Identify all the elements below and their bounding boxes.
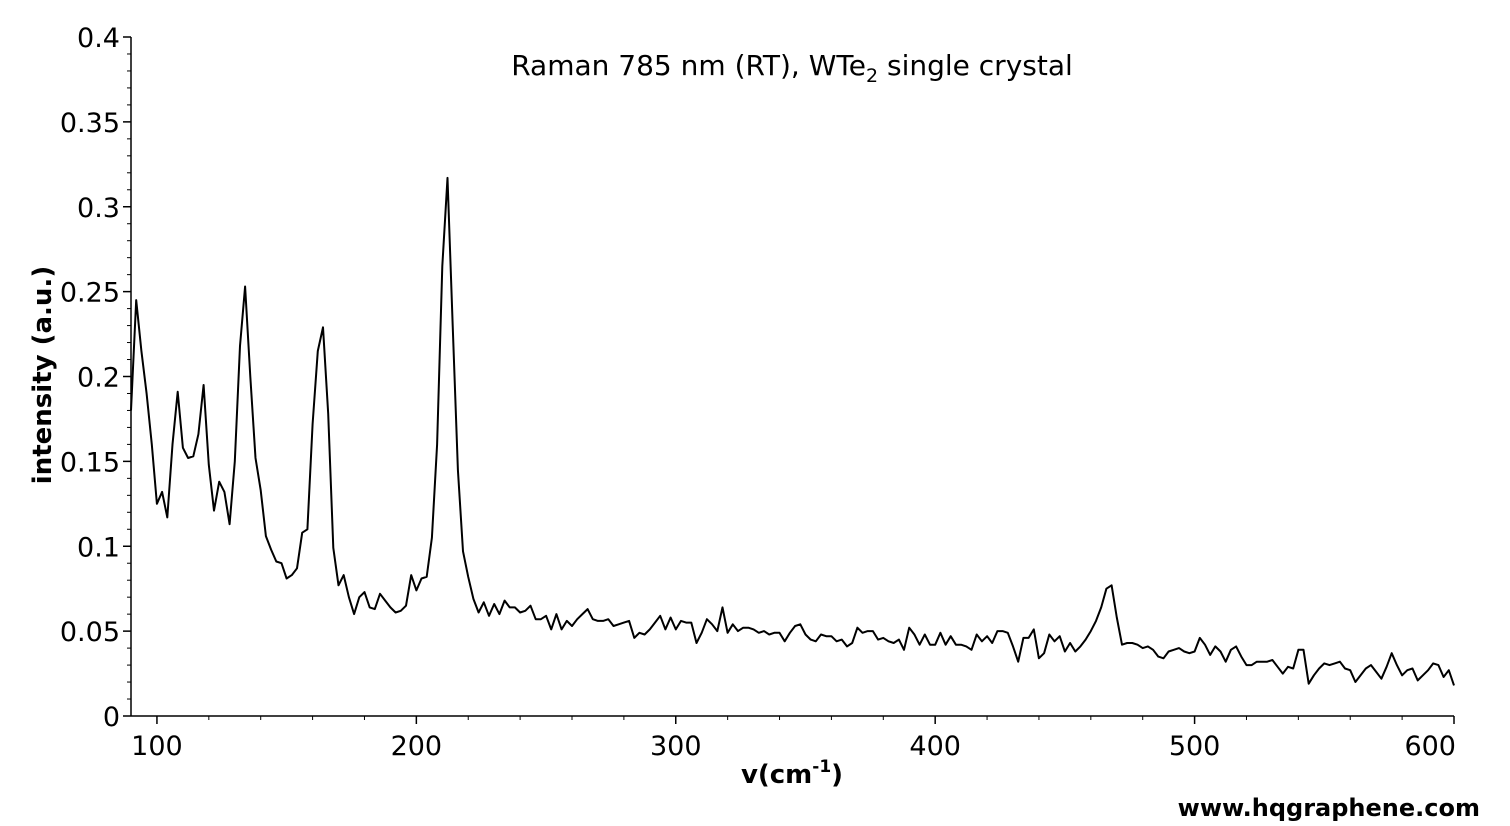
x-tick-label: 100: [131, 731, 183, 762]
y-tick-label: 0.4: [77, 23, 120, 54]
y-tick-label: 0.05: [60, 617, 120, 648]
y-tick-label: 0.3: [77, 193, 120, 224]
x-tick-label: 500: [1169, 731, 1221, 762]
y-tick-label: 0.1: [77, 532, 120, 563]
y-axis: 0 0.05 0.1 0.15 0.2 0.25 0.3 0.35 0.4: [60, 23, 132, 733]
x-tick-label: 300: [650, 731, 702, 762]
x-axis: 100 200 300 400 500 600: [131, 715, 1456, 762]
x-tick-label: 400: [909, 731, 961, 762]
x-axis-label: v(cm-1): [741, 757, 843, 790]
watermark-url: www.hqgraphene.com: [1177, 794, 1480, 822]
y-tick-label: 0.35: [60, 108, 120, 139]
y-tick-label: 0.15: [60, 447, 120, 478]
x-tick-label: 600: [1404, 731, 1456, 762]
y-axis-label: intensity (a.u.): [28, 266, 58, 484]
y-tick-label: 0.2: [77, 363, 120, 394]
y-tick-label: 0: [103, 702, 120, 733]
x-tick-label: 200: [391, 731, 443, 762]
chart-title: Raman 785 nm (RT), WTe2 single crystal: [511, 49, 1073, 87]
series-line-raman-spectrum: [130, 176, 1455, 686]
y-tick-label: 0.25: [60, 278, 120, 309]
